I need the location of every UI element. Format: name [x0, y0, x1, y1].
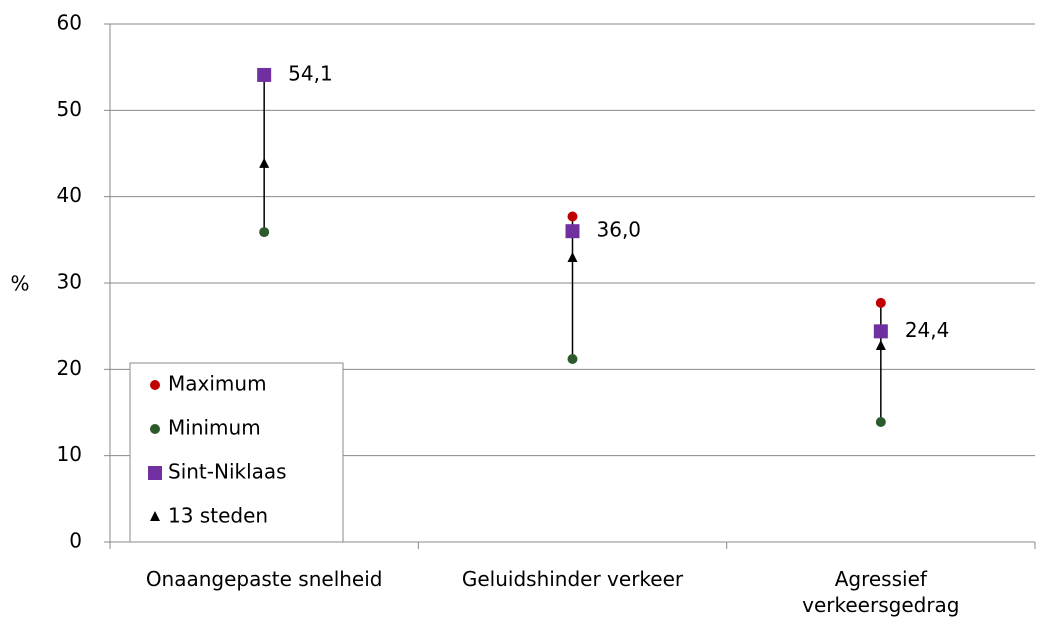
legend-box [129, 362, 344, 543]
y-tick-label: 60 [57, 11, 82, 35]
point [567, 211, 578, 222]
data-label: 24,4 [905, 318, 950, 342]
y-tick-label: 0 [69, 529, 82, 553]
point [259, 157, 270, 168]
y-tick-label: 50 [57, 97, 82, 121]
point [567, 251, 578, 262]
legend-label: Minimum [168, 416, 261, 440]
point [565, 224, 580, 239]
point [259, 227, 270, 238]
point [567, 353, 578, 364]
legend-marker [150, 511, 160, 521]
x-tick-label: Agressief verkeersgedrag [802, 567, 960, 617]
legend-marker [150, 380, 160, 390]
point [875, 340, 886, 351]
y-tick-label: 30 [57, 270, 82, 294]
point [875, 416, 886, 427]
y-axis-label: % [10, 272, 29, 296]
data-label: 36,0 [597, 218, 642, 242]
point [257, 67, 272, 82]
data-label: 54,1 [288, 61, 333, 85]
y-tick-label: 40 [57, 183, 82, 207]
y-tick-label: 10 [57, 442, 82, 466]
point [875, 297, 886, 308]
point [873, 324, 888, 339]
legend-marker [148, 466, 162, 480]
legend: Maximum Minimum Sint-Niklaas 13 steden [129, 362, 344, 543]
legend-label: 13 steden [168, 504, 268, 528]
y-tick-label: 20 [57, 356, 82, 380]
legend-marker [150, 424, 160, 434]
legend-label: Maximum [168, 372, 267, 396]
x-tick-label: Onaangepaste snelheid [145, 567, 383, 591]
legend-label: Sint-Niklaas [168, 460, 287, 484]
x-tick-label: Geluidshinder verkeer [461, 567, 684, 591]
